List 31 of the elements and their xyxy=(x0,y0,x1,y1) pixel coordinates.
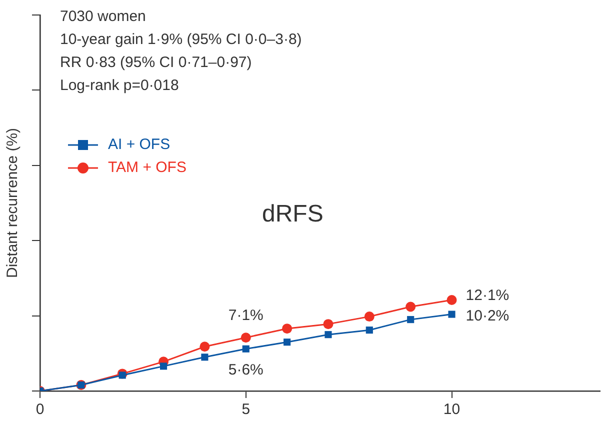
point xyxy=(406,302,416,312)
point xyxy=(323,319,334,330)
data-label: 5·6% xyxy=(228,362,264,379)
point xyxy=(366,326,373,334)
data-label: 7·1% xyxy=(228,307,264,324)
annotation: dRFS xyxy=(262,200,324,228)
point xyxy=(364,312,374,322)
annotation: Log-rank p=0·018 xyxy=(60,77,179,94)
point xyxy=(407,316,414,324)
point xyxy=(160,362,168,370)
data-label: 12·1% xyxy=(466,287,510,304)
data-label: 10·2% xyxy=(466,307,510,324)
annotation: 10-year gain 1·9% (95% CI 0·0–3·8) xyxy=(60,31,302,48)
legend-label: TAM + OFS xyxy=(108,159,186,176)
x-tick-label: 10 xyxy=(443,401,460,418)
point xyxy=(446,295,457,306)
x-tick-label: 0 xyxy=(36,401,44,418)
point xyxy=(324,331,332,338)
point xyxy=(284,338,291,346)
point xyxy=(242,345,250,352)
point xyxy=(200,342,210,352)
y-axis-title: Distant recurrence (%) xyxy=(4,128,22,278)
point xyxy=(448,310,456,318)
point xyxy=(201,354,208,361)
annotation: RR 0·83 (95% CI 0·71–0·97) xyxy=(60,54,252,72)
x-tick-label: 5 xyxy=(242,401,250,418)
point xyxy=(282,324,292,334)
annotation: 7030 women xyxy=(60,8,146,26)
point xyxy=(240,332,251,343)
legend-label: AI + OFS xyxy=(108,136,170,154)
point xyxy=(118,372,126,379)
